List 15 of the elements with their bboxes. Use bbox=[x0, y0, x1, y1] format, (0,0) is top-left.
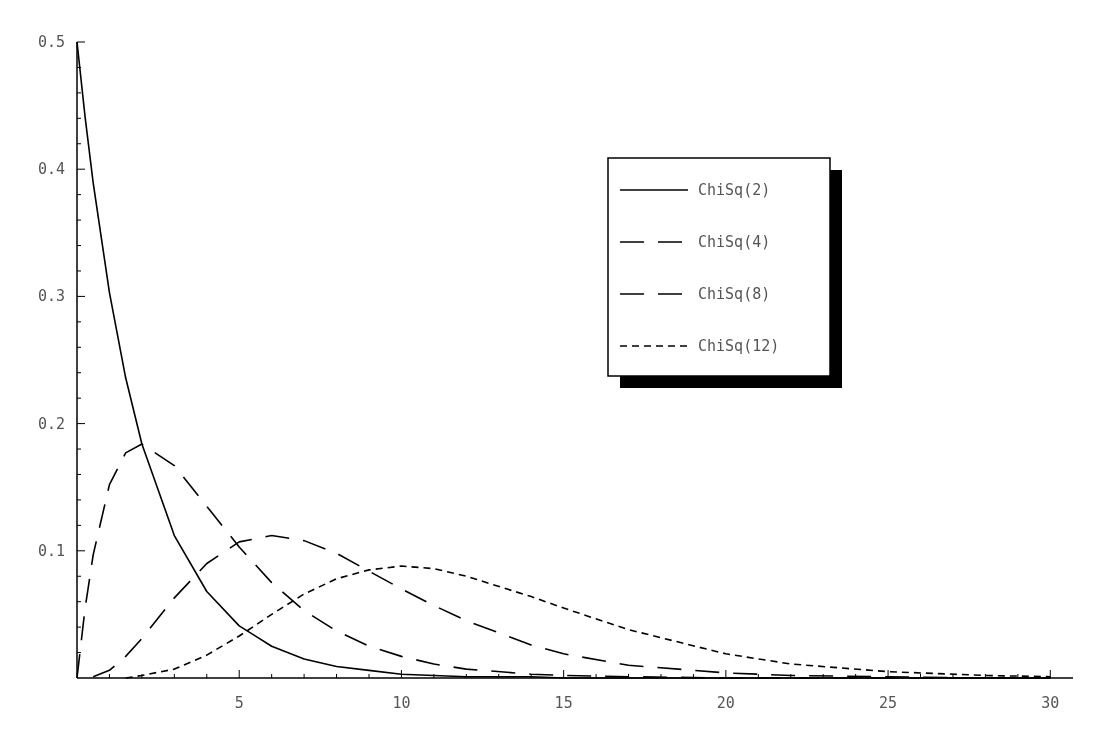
y-tick-label: 0.5 bbox=[37, 33, 65, 51]
y-tick-label: 0.1 bbox=[37, 541, 65, 560]
x-tick-label: 20 bbox=[716, 694, 735, 712]
y-tick-label: 0.4 bbox=[37, 160, 65, 179]
legend-label: ChiSq(4) bbox=[698, 233, 771, 251]
legend-label: ChiSq(12) bbox=[698, 337, 780, 355]
x-tick-label: 15 bbox=[554, 694, 573, 712]
y-tick-label: 0.2 bbox=[37, 414, 65, 433]
x-tick-label: 25 bbox=[879, 694, 898, 712]
x-tick-label: 5 bbox=[234, 694, 244, 712]
legend-label: ChiSq(2) bbox=[698, 181, 771, 199]
x-tick-label: 10 bbox=[392, 694, 411, 712]
x-tick-label: 30 bbox=[1041, 694, 1060, 712]
legend-label: ChiSq(8) bbox=[698, 285, 771, 303]
y-tick-label: 0.3 bbox=[37, 287, 65, 306]
